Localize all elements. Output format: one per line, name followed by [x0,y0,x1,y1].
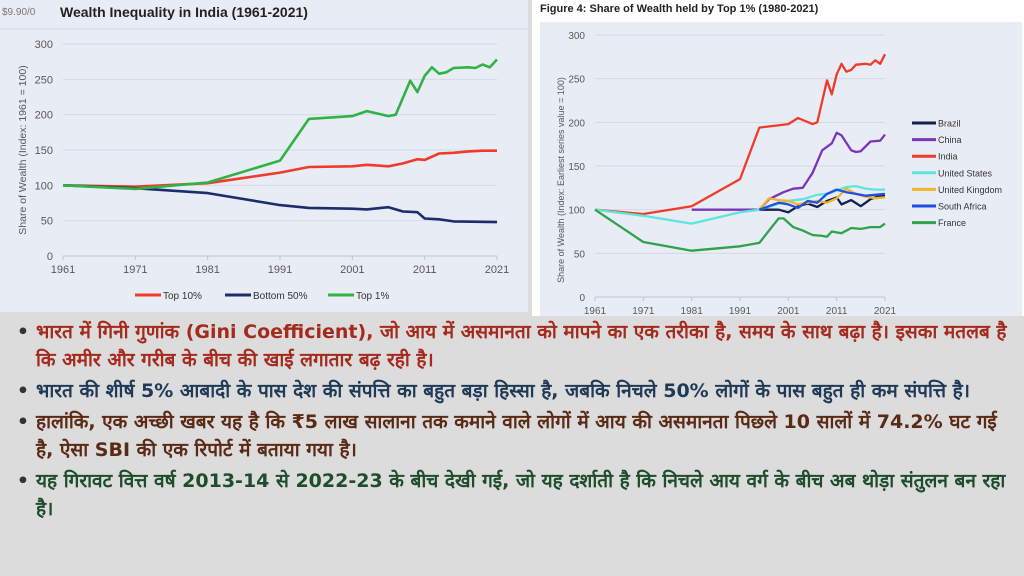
legend-label: Bottom 50% [253,291,308,302]
x-tick-label: 1971 [632,306,655,316]
bullet-text: हालांकि, एक अच्छी खबर यह है कि ₹5 लाख सा… [36,411,997,461]
corner-label: $9.90/0 [2,7,36,18]
x-tick-label: 2011 [826,306,848,316]
x-tick-label: 1961 [584,306,607,316]
legend-label: Top 1% [356,291,389,302]
series-line-brazil [759,194,885,214]
chart-title: Figure 4: Share of Wealth held by Top 1%… [540,3,819,15]
x-tick-label: 1991 [268,264,292,276]
bullet-text: यह गिरावट वित्त वर्ष 2013-14 से 2022-23 … [36,470,1006,520]
plot-background [540,22,1022,316]
x-tick-label: 2001 [340,264,364,276]
legend-label: Top 10% [163,291,202,302]
y-tick-label: 250 [35,74,53,86]
bullet-item: • भारत में गिनी गुणांक (Gini Coefficient)… [10,318,1020,374]
y-tick-label: 0 [47,251,53,263]
chart-top1-share-svg: Figure 4: Share of Wealth held by Top 1%… [540,3,1022,317]
x-tick-label: 2011 [413,264,437,276]
y-tick-label: 300 [568,31,585,42]
y-tick-label: 0 [579,293,585,304]
y-tick-label: 200 [35,110,53,122]
y-tick-label: 200 [568,118,585,129]
y-tick-label: 100 [35,180,53,192]
y-tick-label: 100 [568,206,585,217]
legend-label: South Africa [938,202,987,212]
y-axis-label: Share of Wealth (Index: 1961 = 100) [17,65,29,234]
y-tick-label: 250 [568,75,585,86]
x-tick-label: 1981 [681,306,704,316]
bullet-icon: • [16,411,30,433]
bullet-list: • भारत में गिनी गुणांक (Gini Coefficient)… [10,318,1020,526]
series-line-france [594,208,886,252]
y-tick-label: 300 [35,39,53,51]
y-axis-label: Share of Wealth (Index: Earliest series … [556,77,566,283]
series-line-top-10- [62,149,497,188]
y-tick-label: 150 [568,162,585,173]
legend-label: Brazil [938,119,961,129]
x-tick-label: 1991 [729,306,752,316]
bullet-item: • हालांकि, एक अच्छी खबर यह है कि ₹5 लाख स… [10,408,1020,464]
bullet-text: भारत की शीर्ष 5% आबादी के पास देश की संप… [36,380,970,402]
series-line-top-1- [62,58,498,191]
legend-label: India [938,152,958,162]
chart-india-inequality: $9.90/0 Wealth Inequality in India (1961… [0,0,528,312]
chart-top1-share: Figure 4: Share of Wealth held by Top 1%… [532,0,1024,317]
legend-label: France [938,218,966,228]
x-tick-label: 2021 [485,264,509,276]
y-tick-label: 150 [35,145,53,157]
x-tick-label: 2001 [777,306,800,316]
x-tick-label: 1971 [123,264,147,276]
bullet-text: भारत में गिनी गुणांक (Gini Coefficient),… [36,321,1007,371]
series-line-china [691,131,886,211]
series-line-india [594,53,887,216]
series-line-bottom-50- [62,184,498,224]
x-tick-label: 1961 [51,264,75,276]
bullet-item: • यह गिरावट वित्त वर्ष 2013-14 से 2022-23… [10,467,1020,523]
legend-label: United States [938,168,993,178]
series-line-south-africa [758,188,886,211]
y-tick-label: 50 [574,249,586,260]
chart-title: Wealth Inequality in India (1961-2021) [60,4,308,20]
chart-india-inequality-svg: $9.90/0 Wealth Inequality in India (1961… [0,4,528,302]
legend-label: China [938,135,962,145]
legend-label: United Kingdom [938,185,1002,195]
x-tick-label: 1981 [195,264,219,276]
y-tick-label: 50 [41,216,53,228]
bullet-icon: • [16,470,30,492]
x-tick-label: 2021 [874,306,897,316]
bullet-icon: • [16,321,30,343]
bullet-icon: • [16,380,30,402]
series-line-united-states [594,184,885,225]
bullet-item: • भारत की शीर्ष 5% आबादी के पास देश की सं… [10,377,1020,405]
